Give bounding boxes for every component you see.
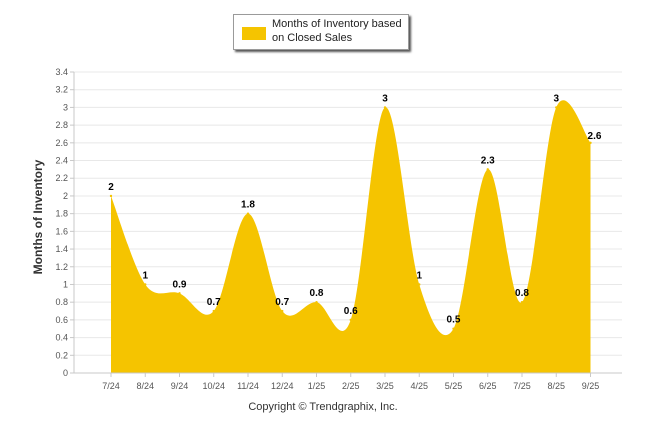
series-area xyxy=(111,100,591,374)
legend-label: Months of Inventory based on Closed Sale… xyxy=(272,17,408,45)
x-tick-label-11: 6/25 xyxy=(479,381,497,391)
data-label-10: 0.5 xyxy=(447,315,461,326)
data-label-2: 0.9 xyxy=(173,279,187,290)
y-tick-label-4: 0.8 xyxy=(55,297,68,307)
x-tick-label-10: 5/25 xyxy=(445,381,463,391)
legend-swatch xyxy=(242,27,266,40)
y-tick-label-8: 1.6 xyxy=(55,226,68,236)
data-point-1/25 xyxy=(315,300,318,304)
data-point-5/25 xyxy=(452,327,455,330)
x-tick-label-14: 9/25 xyxy=(582,381,600,391)
y-tick-label-15: 3 xyxy=(63,102,68,112)
x-tick-label-7: 2/25 xyxy=(342,381,360,391)
y-tick-label-14: 2.8 xyxy=(55,120,68,130)
x-tick-label-5: 12/24 xyxy=(271,381,294,391)
data-label-14: 2.6 xyxy=(588,131,602,142)
y-tick-label-17: 3.4 xyxy=(55,67,68,77)
x-tick-label-13: 8/25 xyxy=(547,381,565,391)
data-label-8: 3 xyxy=(382,93,388,104)
y-tick-label-3: 0.6 xyxy=(55,315,68,325)
data-point-12/24 xyxy=(281,309,284,313)
data-point-6/25 xyxy=(486,168,489,171)
data-label-7: 0.6 xyxy=(344,306,358,317)
x-tick-label-4: 11/24 xyxy=(237,381,259,391)
y-tick-label-5: 1 xyxy=(63,279,68,289)
data-label-0: 2 xyxy=(108,182,114,193)
data-point-8/24 xyxy=(144,283,147,286)
data-label-1: 1 xyxy=(142,270,148,281)
data-point-7/25 xyxy=(520,300,524,304)
y-tick-label-13: 2.6 xyxy=(55,138,68,148)
legend-label-line-2: on Closed Sales xyxy=(272,32,353,44)
y-tick-label-11: 2.2 xyxy=(55,173,68,183)
x-tick-label-6: 1/25 xyxy=(308,381,326,391)
y-tick-label-6: 1.2 xyxy=(55,262,68,272)
x-tick-label-12: 7/25 xyxy=(513,381,531,391)
axes xyxy=(73,72,622,374)
data-point-9/24 xyxy=(178,292,181,295)
copyright-footer: Copyright © Trendgraphix, Inc. xyxy=(248,401,398,413)
y-tick-label-2: 0.4 xyxy=(55,333,68,343)
data-label-5: 0.7 xyxy=(275,297,289,308)
y-tick-label-10: 2 xyxy=(63,191,68,201)
x-axis-ticks: 7/24 8/24 9/24 10/24 11/24 12/24 1/25 2/25 3/25 4… xyxy=(102,373,599,391)
y-tick-label-1: 0.2 xyxy=(55,350,68,360)
data-point-10/24 xyxy=(212,309,215,313)
y-tick-label-12: 2.4 xyxy=(55,156,68,166)
data-label-13: 3 xyxy=(553,93,559,104)
x-tick-label-3: 10/24 xyxy=(202,381,225,391)
x-tick-label-0: 7/24 xyxy=(102,381,120,391)
area-layer xyxy=(109,100,592,374)
y-axis-ticks: 0 0.2 0.4 0.6 0.8 1 1.2 1.4 1.6 1.8 2 2.2 2.4 2.6 2.8 3… xyxy=(55,67,74,378)
data-label-3: 0.7 xyxy=(207,297,221,308)
legend-label-line-1: Months of Inventory based xyxy=(272,18,402,30)
data-point-2/25 xyxy=(349,318,352,322)
data-point-8/25 xyxy=(555,106,558,109)
data-label-11: 2.3 xyxy=(481,155,495,166)
data-label-4: 1.8 xyxy=(241,200,255,211)
data-point-4/25 xyxy=(418,283,421,286)
data-label-6: 0.8 xyxy=(310,288,324,299)
data-label-12: 0.8 xyxy=(515,288,529,299)
y-tick-label-16: 3.2 xyxy=(55,85,68,95)
data-point-7/24 xyxy=(109,194,113,198)
x-tick-label-2: 9/24 xyxy=(171,381,189,391)
legend: Months of Inventory based on Closed Sale… xyxy=(233,14,409,50)
data-label-9: 1 xyxy=(416,270,422,281)
y-tick-label-7: 1.4 xyxy=(55,244,68,254)
y-tick-label-0: 0 xyxy=(63,368,68,378)
data-point-9/25 xyxy=(589,141,592,145)
data-point-3/25 xyxy=(383,106,387,109)
x-tick-label-9: 4/25 xyxy=(410,381,428,391)
x-tick-label-1: 8/24 xyxy=(136,381,154,391)
data-point-11/24 xyxy=(246,212,250,215)
x-tick-label-8: 3/25 xyxy=(376,381,394,391)
y-axis-label: Months of Inventory xyxy=(31,159,45,274)
y-tick-label-9: 1.8 xyxy=(55,209,68,219)
grid-lines xyxy=(74,71,622,374)
data-labels: 2 1 0.9 0.7 1.8 0.7 0.8 0.6 3 1 0.5 2.3 0.8 3 2.6 xyxy=(108,93,602,325)
